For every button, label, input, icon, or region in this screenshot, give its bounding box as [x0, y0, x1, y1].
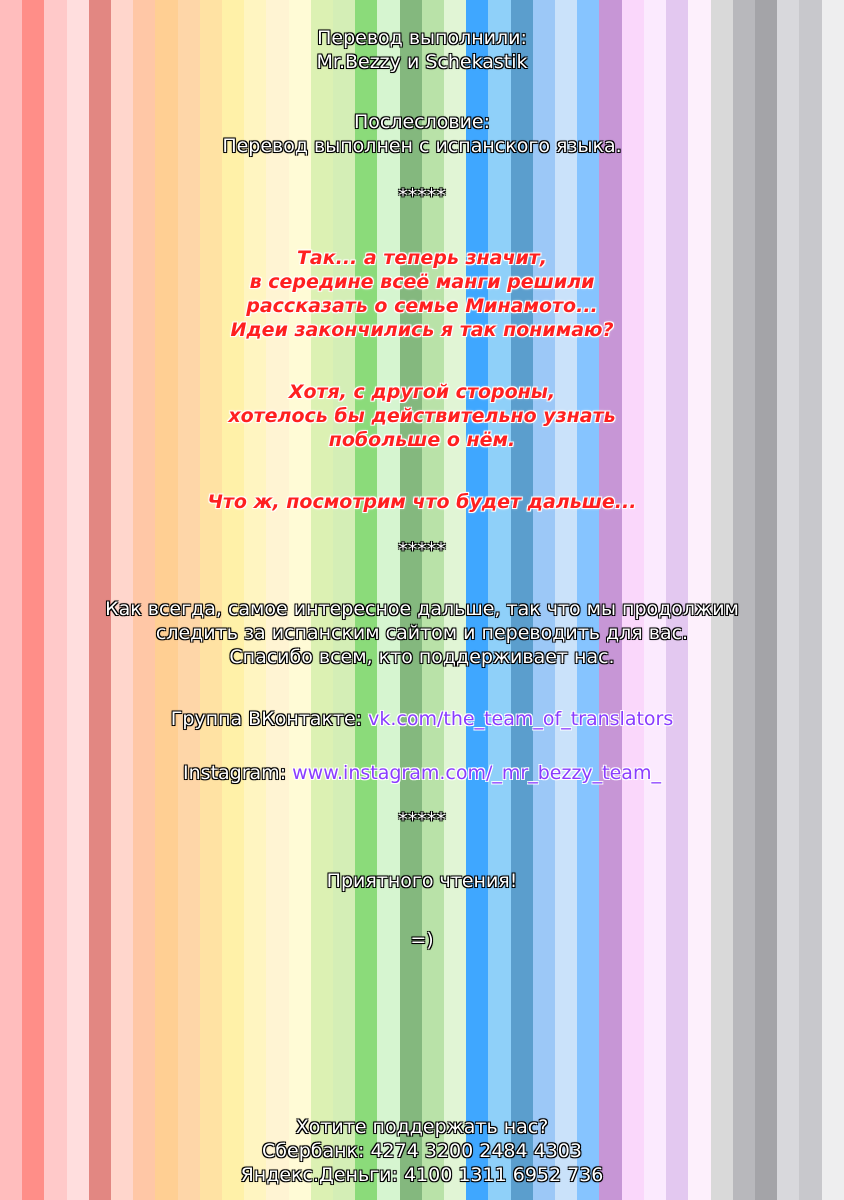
color-stripe — [754, 0, 778, 1200]
color-stripe — [66, 0, 89, 1200]
color-stripe — [266, 0, 289, 1200]
color-stripe — [288, 0, 311, 1200]
comment-line: хотелось бы действительно узнать — [228, 405, 616, 427]
color-stripe — [621, 0, 644, 1200]
color-stripe — [310, 0, 334, 1200]
color-stripe — [488, 0, 511, 1200]
color-stripe — [155, 0, 178, 1200]
comment-block-1: Так... а теперь значит, в середине всеё … — [0, 246, 844, 342]
color-stripe — [710, 0, 733, 1200]
color-stripe — [88, 0, 112, 1200]
color-stripe — [688, 0, 711, 1200]
color-stripe — [777, 0, 800, 1200]
comment-line: побольше о нём. — [328, 429, 516, 451]
enjoy-text: Приятного чтения! — [326, 870, 518, 892]
smiley: =) — [410, 929, 434, 951]
credits-block: Перевод выполнили: Mr.Bezzy и Schekastik — [0, 26, 844, 74]
color-stripe — [643, 0, 667, 1200]
color-stripe — [466, 0, 489, 1200]
color-stripe — [821, 0, 844, 1200]
support-block: Хотите поддержать нас? Сбербанк: 4274 32… — [0, 1115, 844, 1187]
message-line: следить за испанским сайтом и переводить… — [155, 622, 689, 644]
color-stripe — [44, 0, 67, 1200]
instagram-row: Instagram: www.instagram.com/_mr_bezzy_t… — [0, 761, 844, 785]
color-stripe — [510, 0, 533, 1200]
comment-block-3: Что ж, посмотрим что будет дальше... — [207, 491, 637, 513]
comment-line: рассказать о семье Минамото... — [246, 295, 598, 317]
separator-3: ***** — [398, 809, 446, 831]
color-stripe — [177, 0, 200, 1200]
color-stripe — [799, 0, 822, 1200]
support-title: Хотите поддержать нас? — [295, 1116, 549, 1138]
afterword-title: Послесловие: — [353, 111, 491, 133]
color-stripe — [355, 0, 378, 1200]
color-stripe — [111, 0, 134, 1200]
color-stripe — [599, 0, 622, 1200]
color-stripe — [222, 0, 245, 1200]
color-stripe — [532, 0, 556, 1200]
afterword-block: Послесловие: Перевод выполнен с испанско… — [0, 110, 844, 158]
color-stripe — [0, 0, 23, 1200]
color-stripe — [133, 0, 156, 1200]
translators-names: Mr.Bezzy и Schekastik — [316, 51, 528, 73]
comment-line: Так... а теперь значит, — [296, 247, 548, 269]
vk-link[interactable]: vk.com/the_team_of_translators — [368, 708, 674, 730]
separator-1: ***** — [398, 185, 446, 207]
yandex-money-details: Яндекс.Деньги: 4100 1311 6952 736 — [240, 1164, 604, 1186]
comment-block-2: Хотя, с другой стороны, хотелось бы дейс… — [0, 380, 844, 452]
instagram-link[interactable]: www.instagram.com/_mr_bezzy_team_ — [292, 762, 661, 784]
vk-label: Группа ВКонтакте: — [170, 708, 363, 730]
afterword-text: Перевод выполнен с испанского языка. — [222, 135, 622, 157]
color-stripe — [421, 0, 445, 1200]
comment-line: в середине всеё манги решили — [249, 271, 595, 293]
color-stripe — [199, 0, 223, 1200]
message-line: Как всегда, самое интересное дальше, так… — [105, 598, 739, 620]
color-stripe — [244, 0, 267, 1200]
color-stripe — [555, 0, 578, 1200]
color-stripe — [399, 0, 422, 1200]
sberbank-details: Сбербанк: 4274 3200 2484 4303 — [262, 1140, 582, 1162]
color-stripe — [666, 0, 689, 1200]
color-stripe — [577, 0, 600, 1200]
color-stripe — [732, 0, 755, 1200]
comment-line: Идеи закончились я так понимаю? — [230, 319, 614, 341]
message-block: Как всегда, самое интересное дальше, так… — [0, 597, 844, 669]
color-stripe — [377, 0, 400, 1200]
vk-row: Группа ВКонтакте: vk.com/the_team_of_tra… — [0, 707, 844, 731]
color-stripe — [444, 0, 467, 1200]
color-stripe — [22, 0, 45, 1200]
instagram-label: Instagram: — [183, 762, 287, 784]
separator-2: ***** — [398, 539, 446, 561]
comment-line: Хотя, с другой стороны, — [288, 381, 556, 403]
color-stripe — [333, 0, 356, 1200]
message-line: Спасибо всем, кто поддерживает нас. — [229, 646, 615, 668]
credits-title: Перевод выполнили: — [317, 27, 527, 49]
